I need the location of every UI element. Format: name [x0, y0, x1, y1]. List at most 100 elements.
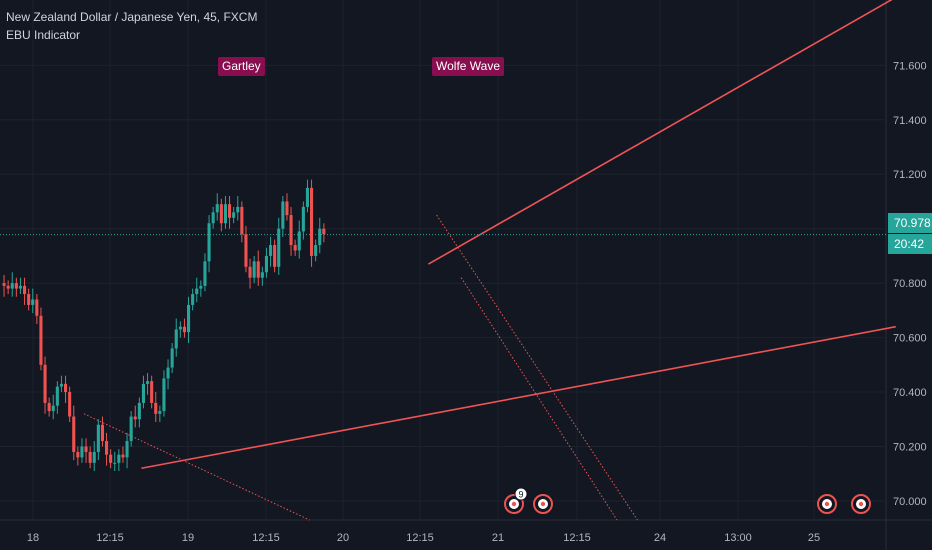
- pattern-label-gartley[interactable]: Gartley: [218, 57, 265, 76]
- candle: [14, 277, 18, 297]
- candle-body: [113, 462, 117, 464]
- candle-body: [72, 416, 76, 452]
- candle: [236, 196, 240, 221]
- price-tick-label: 70.600: [893, 333, 927, 345]
- event-markers: 9: [504, 487, 871, 514]
- candle: [121, 446, 125, 463]
- time-axis[interactable]: 18 12:15 19 12:15 20 12:15 21 12:15 24 13:00 25: [27, 532, 820, 544]
- candle: [39, 307, 43, 371]
- time-tick-label: 12:15: [252, 532, 280, 544]
- candle-body: [223, 204, 227, 224]
- candle-body: [289, 215, 293, 246]
- candle: [203, 253, 207, 292]
- candle-body: [305, 187, 309, 207]
- candle-body: [232, 212, 236, 218]
- candle-body: [6, 285, 10, 289]
- price-tick-label: 70.000: [893, 496, 927, 508]
- candle-body: [273, 245, 277, 267]
- candle: [264, 247, 268, 278]
- price-tick-label: 70.800: [893, 278, 927, 290]
- candle: [80, 438, 84, 463]
- candle-body: [162, 378, 166, 412]
- candle: [10, 272, 14, 297]
- candle-body: [240, 206, 244, 235]
- candle: [289, 206, 293, 256]
- candle: [23, 277, 27, 305]
- candle: [31, 288, 35, 314]
- candle-body: [318, 228, 322, 246]
- candle: [96, 419, 100, 461]
- candle-body: [203, 261, 207, 286]
- event-marker-dot: [540, 501, 546, 507]
- time-tick-label: 25: [808, 532, 820, 544]
- candle-body: [264, 255, 268, 273]
- candle: [223, 196, 227, 229]
- candle: [109, 449, 113, 469]
- candle-body: [244, 234, 248, 267]
- candle-body: [133, 416, 137, 420]
- candle: [244, 225, 248, 273]
- candle-body: [14, 283, 18, 289]
- last-price-badge: 70.978: [888, 213, 932, 233]
- candle: [27, 288, 31, 311]
- chart-legend: New Zealand Dollar / Japanese Yen, 45, F…: [6, 8, 257, 44]
- candle-body: [96, 424, 100, 452]
- time-tick-label: 19: [182, 532, 194, 544]
- time-tick-label: 13:00: [724, 532, 752, 544]
- price-axis[interactable]: 70.00070.20070.40070.60070.80071.00071.2…: [893, 60, 927, 508]
- candle: [293, 239, 297, 256]
- candle: [182, 318, 186, 338]
- event-marker-icon: [851, 494, 871, 514]
- candle: [174, 318, 178, 357]
- candle: [92, 441, 96, 471]
- bar-countdown-badge: 20:42: [888, 234, 932, 254]
- pattern-label-wolfe-wave[interactable]: Wolfe Wave: [432, 57, 505, 76]
- candle: [76, 446, 80, 466]
- candle: [137, 397, 141, 428]
- projection-line: [83, 413, 310, 521]
- event-count-badge: 9: [514, 487, 528, 501]
- time-tick-label: 21: [492, 532, 504, 544]
- candle: [260, 266, 264, 286]
- trend-line: [141, 325, 896, 470]
- candle-body: [64, 383, 68, 393]
- candle-body: [322, 228, 326, 235]
- candle-body: [248, 266, 252, 278]
- symbol-title[interactable]: New Zealand Dollar / Japanese Yen, 45, F…: [6, 10, 258, 24]
- candle-body: [256, 261, 260, 278]
- candle-body: [59, 383, 63, 387]
- candle-body: [68, 392, 72, 417]
- event-count-text: 9: [518, 490, 523, 500]
- candle-body: [51, 405, 55, 412]
- candle: [84, 438, 88, 463]
- candle-body: [281, 201, 285, 229]
- candle: [141, 375, 145, 409]
- candle-body: [191, 294, 195, 305]
- candle: [125, 432, 129, 469]
- candle-body: [154, 402, 158, 414]
- candle-body: [269, 245, 273, 256]
- candle-body: [178, 326, 182, 330]
- candle-body: [211, 212, 215, 224]
- candle-body: [141, 383, 145, 403]
- candle: [199, 280, 203, 297]
- candle: [59, 375, 63, 393]
- candle-body: [199, 285, 203, 289]
- candle: [301, 201, 305, 240]
- candle: [248, 258, 252, 289]
- price-tick-label: 70.200: [893, 441, 927, 453]
- candle-body: [2, 283, 6, 286]
- candle-body: [187, 304, 191, 333]
- candle-body: [252, 261, 256, 278]
- candle-body: [314, 245, 318, 256]
- candle-body: [105, 441, 109, 455]
- projection-line: [460, 277, 618, 521]
- candle-body: [166, 367, 170, 379]
- candle: [207, 215, 211, 273]
- candle-body: [100, 424, 104, 442]
- candle-body: [297, 231, 301, 251]
- candle: [297, 220, 301, 259]
- indicator-title[interactable]: EBU Indicator: [6, 28, 81, 42]
